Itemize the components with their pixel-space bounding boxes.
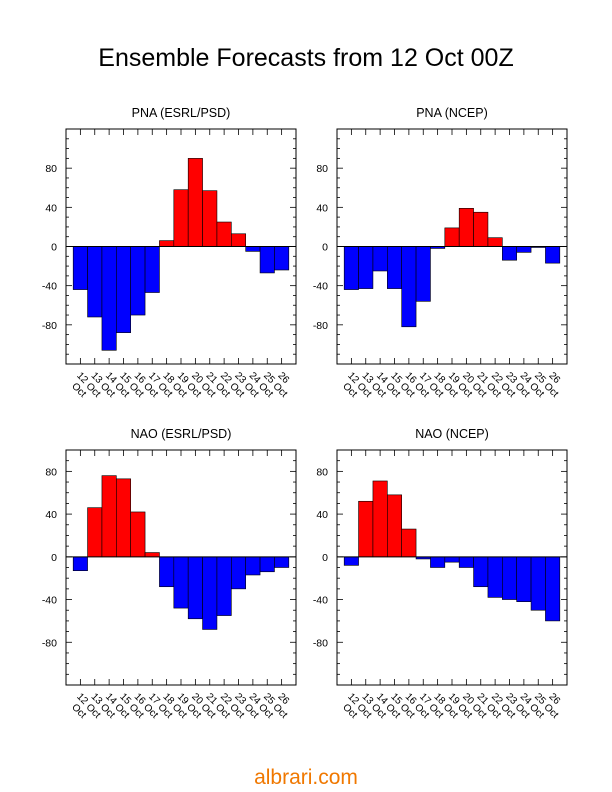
bar-21-oct: [202, 190, 218, 247]
bar-17-oct: [144, 246, 160, 293]
bar-25-oct: [530, 556, 546, 611]
bar-20-oct: [187, 158, 203, 247]
bar-15-oct: [116, 246, 131, 333]
bar-23-oct: [502, 556, 517, 600]
y-tick-label: -80: [42, 320, 57, 332]
bar-16-oct: [130, 246, 146, 316]
chart-panel-4: NAO (NCEP)-80-400408012Oct13Oct14Oct15Oc…: [313, 427, 568, 721]
bar-24-oct: [245, 246, 261, 252]
page-title: Ensemble Forecasts from 12 Oct 00Z: [98, 44, 514, 72]
chart-panel-2: PNA (NCEP)-80-400408012Oct13Oct14Oct15Oc…: [313, 106, 568, 400]
bar-13-oct: [358, 500, 374, 558]
y-tick-label: -40: [42, 595, 57, 607]
y-tick-label: 80: [316, 163, 328, 175]
bar-26-oct: [545, 246, 561, 264]
bar-12-oct: [343, 556, 359, 566]
bar-13-oct: [358, 246, 374, 289]
bar-21-oct: [473, 211, 489, 247]
bar-23-oct: [502, 246, 517, 261]
y-tick-label: -40: [313, 281, 328, 293]
y-tick-label: 0: [51, 242, 57, 254]
bar-24-oct: [516, 556, 532, 602]
bar-21-oct: [473, 556, 489, 588]
bar-13-oct: [87, 507, 103, 558]
bar-19-oct: [173, 556, 189, 609]
y-tick-label: 40: [45, 202, 57, 214]
bar-18-oct: [159, 556, 175, 588]
bar-21-oct: [202, 556, 218, 630]
chart-panel-1: PNA (ESRL/PSD)-80-400408012Oct13Oct14Oct…: [42, 106, 297, 400]
y-tick-label: -40: [313, 595, 328, 607]
y-tick-label: 40: [316, 202, 328, 214]
panel-title: NAO (NCEP): [415, 427, 489, 441]
bar-14-oct: [372, 480, 388, 558]
bar-16-oct: [401, 528, 417, 558]
bar-19-oct: [173, 189, 189, 247]
y-tick-label: 0: [322, 552, 328, 564]
y-tick-label: 0: [51, 552, 57, 564]
bar-14-oct: [372, 246, 388, 272]
y-tick-label: -80: [42, 637, 57, 649]
bar-26-oct: [274, 246, 290, 271]
bar-15-oct: [387, 246, 402, 289]
bar-17-oct: [144, 552, 160, 558]
bar-12-oct: [72, 246, 88, 290]
y-tick-label: 0: [322, 242, 328, 254]
y-tick-label: -80: [313, 320, 328, 332]
bar-23-oct: [231, 233, 246, 247]
y-tick-label: 80: [316, 466, 328, 478]
bar-24-oct: [516, 246, 532, 253]
bar-16-oct: [401, 246, 417, 328]
bar-12-oct: [343, 246, 359, 290]
bar-16-oct: [130, 511, 146, 558]
bar-22-oct: [487, 556, 503, 598]
panel-title: NAO (ESRL/PSD): [131, 427, 232, 441]
watermark-text: albrari.com: [254, 766, 358, 789]
bar-17-oct: [415, 246, 431, 302]
panel-title: PNA (ESRL/PSD): [132, 106, 231, 120]
bar-13-oct: [87, 246, 103, 318]
y-tick-label: 80: [45, 163, 57, 175]
bar-14-oct: [101, 246, 117, 351]
bar-19-oct: [444, 556, 460, 563]
bar-18-oct: [430, 556, 446, 568]
bar-20-oct: [458, 556, 474, 568]
bar-20-oct: [187, 556, 203, 620]
bar-12-oct: [72, 556, 88, 572]
bar-26-oct: [545, 556, 561, 622]
bar-15-oct: [387, 494, 402, 558]
bar-26-oct: [274, 556, 290, 568]
y-tick-label: 40: [45, 509, 57, 521]
bar-23-oct: [231, 556, 246, 590]
y-tick-label: -40: [42, 281, 57, 293]
bar-22-oct: [487, 237, 503, 247]
y-tick-label: 40: [316, 509, 328, 521]
bar-20-oct: [458, 208, 474, 247]
y-tick-label: 80: [45, 466, 57, 478]
bar-15-oct: [116, 478, 131, 558]
bar-24-oct: [245, 556, 261, 576]
panel-title: PNA (NCEP): [416, 106, 488, 120]
y-tick-label: -80: [313, 637, 328, 649]
bar-22-oct: [216, 556, 232, 616]
bar-14-oct: [101, 475, 117, 558]
chart-panel-3: NAO (ESRL/PSD)-80-400408012Oct13Oct14Oct…: [42, 427, 297, 721]
bar-25-oct: [259, 556, 275, 573]
bar-22-oct: [216, 221, 232, 247]
bar-19-oct: [444, 227, 460, 247]
bar-25-oct: [259, 246, 275, 274]
bar-18-oct: [159, 240, 175, 247]
